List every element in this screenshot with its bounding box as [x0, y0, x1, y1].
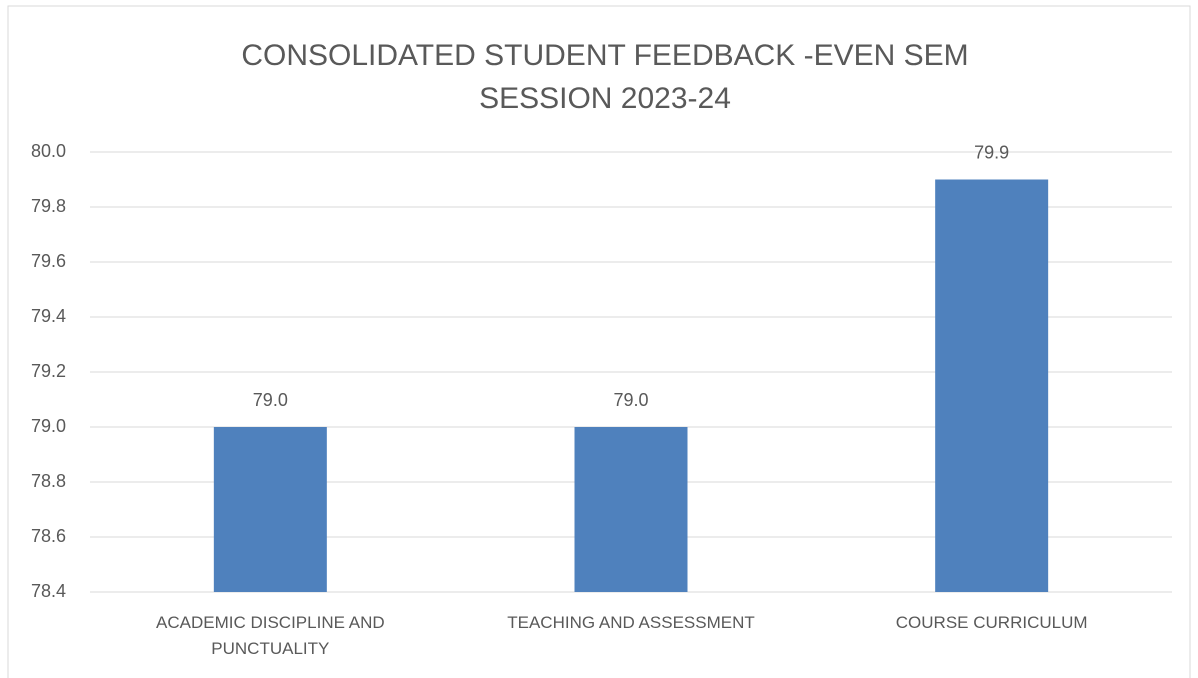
- y-tick-label: 79.4: [31, 306, 66, 326]
- bar: [935, 179, 1049, 592]
- y-tick-label: 78.6: [31, 526, 66, 546]
- data-label: 79.0: [253, 390, 288, 410]
- data-label: 79.9: [974, 142, 1009, 162]
- y-tick-label: 80.0: [31, 141, 66, 161]
- data-label: 79.0: [613, 390, 648, 410]
- chart-title: CONSOLIDATED STUDENT FEEDBACK -EVEN SEM: [241, 39, 968, 72]
- x-tick-label: COURSE CURRICULUM: [895, 613, 1088, 632]
- y-tick-label: 78.8: [31, 471, 66, 491]
- y-tick-label: 78.4: [31, 581, 66, 601]
- x-tick-label: ACADEMIC DISCIPLINE AND PUNCTUALITY: [156, 613, 385, 658]
- chart-border: [7, 5, 1191, 678]
- y-tick-label: 79.0: [31, 416, 66, 436]
- y-tick-label: 79.8: [31, 196, 66, 216]
- chart-title: SESSION 2023-24: [479, 82, 731, 115]
- y-tick-label: 79.6: [31, 251, 66, 271]
- y-tick-label: 79.2: [31, 361, 66, 381]
- bar: [574, 427, 688, 592]
- x-tick-label: TEACHING AND ASSESSMENT: [507, 613, 755, 632]
- bar: [213, 427, 327, 592]
